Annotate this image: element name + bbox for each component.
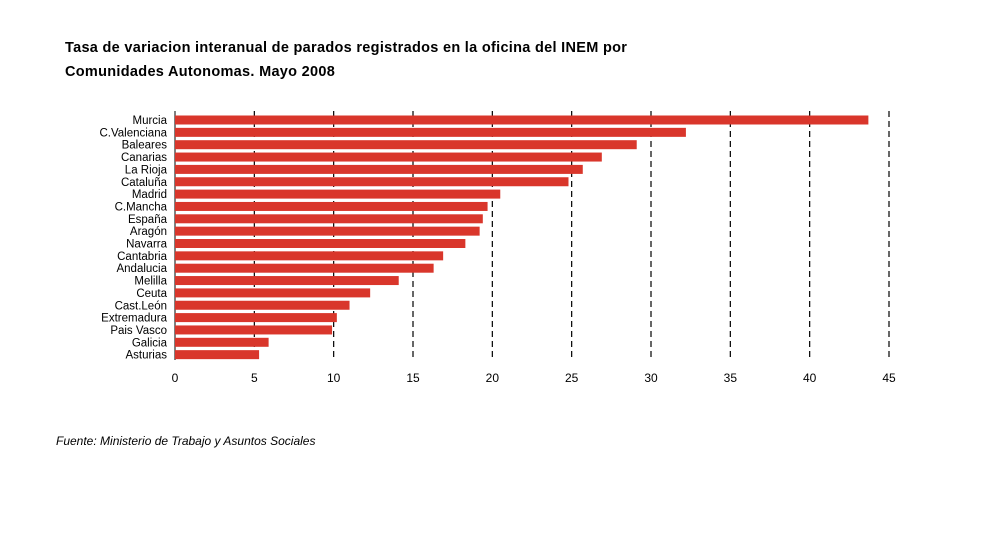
category-label: Cantabria: [117, 251, 167, 263]
category-label: Pais Vasco: [110, 325, 167, 337]
category-label: La Rioja: [125, 164, 168, 176]
bar-0: [175, 115, 869, 125]
category-label: Cataluña: [121, 177, 168, 189]
bar-10: [175, 239, 466, 248]
category-label: Cast.León: [115, 300, 167, 312]
tick-label-layer: 0 5 10 15 20 25 30 35 40 45: [172, 371, 896, 385]
bar-13: [175, 276, 399, 286]
x-tick-label: 30: [644, 371, 658, 385]
bar-12: [175, 263, 434, 273]
bar-18: [175, 337, 269, 347]
bar-11: [175, 251, 444, 261]
category-label: Aragón: [130, 226, 167, 238]
bar-4: [175, 164, 583, 174]
bar-17: [175, 325, 333, 335]
x-tick-label: 45: [882, 371, 896, 385]
category-label: Navarra: [126, 239, 168, 251]
bar-2: [175, 140, 637, 150]
bar-15: [175, 300, 350, 310]
bar-6: [175, 189, 501, 199]
bar-9: [175, 226, 480, 236]
category-label: C.Valenciana: [99, 127, 167, 139]
bar-16: [175, 313, 337, 323]
chart-title: Tasa de variacion interanual de parados …: [65, 36, 765, 84]
category-label: Melilla: [134, 276, 167, 288]
category-label: Extremadura: [101, 313, 167, 325]
source-note: Fuente: Ministerio de Trabajo y Asuntos …: [56, 434, 316, 448]
bar-7: [175, 201, 488, 211]
category-label: Madrid: [132, 189, 167, 201]
category-label: Canarias: [121, 152, 167, 164]
category-label: Galicia: [132, 337, 168, 349]
bar-1: [175, 127, 686, 137]
x-tick-label: 40: [803, 371, 817, 385]
bar-8: [175, 214, 483, 224]
bar-14: [175, 288, 371, 298]
x-tick-label: 15: [406, 371, 420, 385]
category-label: Asturias: [125, 350, 167, 362]
x-tick-label: 20: [486, 371, 500, 385]
x-tick-label: 35: [724, 371, 738, 385]
chart-title-line-2: Comunidades Autonomas. Mayo 2008: [65, 64, 336, 80]
x-tick-label: 25: [565, 371, 579, 385]
x-tick-label: 0: [172, 371, 179, 385]
category-label: Ceuta: [136, 288, 167, 300]
bar-3: [175, 152, 602, 162]
category-label: Andalucia: [116, 263, 167, 275]
x-tick-label: 5: [251, 371, 258, 385]
category-label: Baleares: [122, 140, 168, 152]
bar-5: [175, 177, 569, 187]
category-label: Murcia: [132, 115, 167, 127]
bar-19: [175, 350, 260, 360]
category-label: C.Mancha: [115, 201, 168, 213]
x-tick-label: 10: [327, 371, 341, 385]
category-label: España: [128, 214, 168, 226]
bar-layer: [175, 115, 869, 360]
chart-title-line-1: Tasa de variacion interanual de parados …: [65, 40, 628, 56]
